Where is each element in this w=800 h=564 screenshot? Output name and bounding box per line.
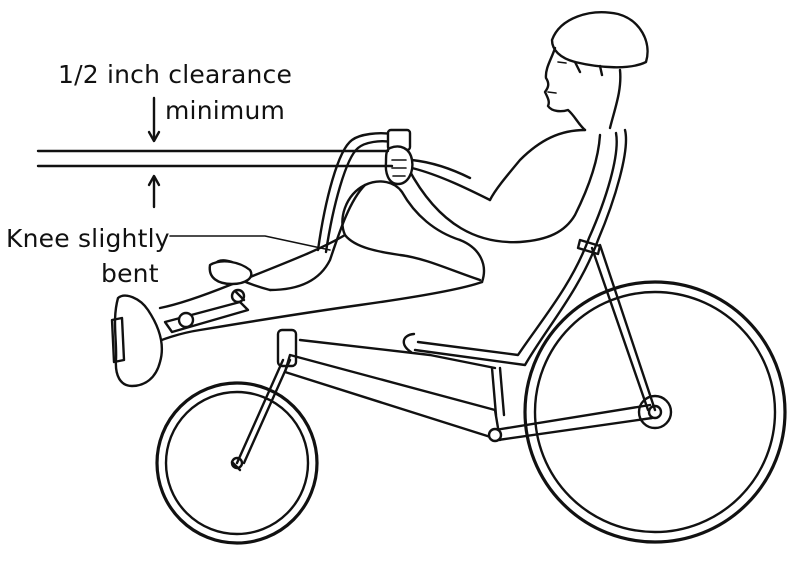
bike-frame (230, 243, 657, 472)
seat (402, 128, 628, 367)
clearance-label-line1: 1/2 inch clearance (58, 60, 293, 89)
down-arrow-icon (147, 96, 161, 143)
crank-assembly (163, 288, 250, 334)
rear-wheel (523, 280, 787, 544)
clearance-guide-lines (36, 149, 394, 168)
up-arrow-icon (147, 174, 161, 209)
knee-leader-line (169, 235, 331, 251)
front-wheel (155, 381, 319, 545)
knee-label-line1: Knee slightly (6, 224, 170, 253)
clearance-label-line2: minimum (165, 96, 286, 125)
knee-label-line2: bent (101, 259, 159, 288)
rider (110, 11, 649, 388)
